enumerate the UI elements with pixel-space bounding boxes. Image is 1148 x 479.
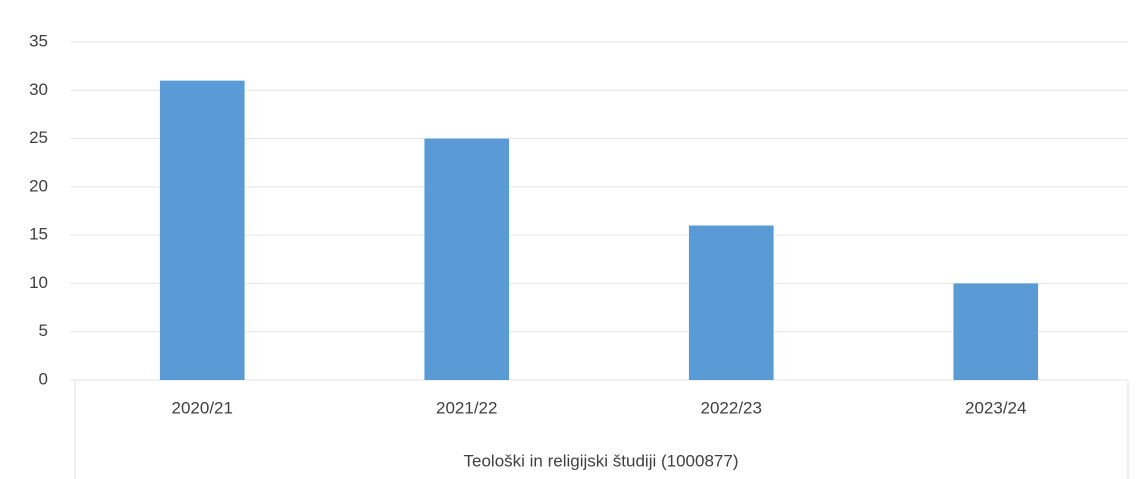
x-axis-label: Teološki in religijski študiji (1000877) xyxy=(464,451,739,470)
bar xyxy=(159,80,245,380)
y-tick-label: 15 xyxy=(29,225,48,244)
y-tick-label: 10 xyxy=(29,273,48,292)
bar xyxy=(953,283,1039,380)
y-tick-label: 30 xyxy=(29,80,48,99)
y-tick-label: 0 xyxy=(39,369,48,388)
x-tick-label: 2022/23 xyxy=(701,398,762,417)
x-tick-label: 2021/22 xyxy=(436,398,497,417)
x-tick-label: 2023/24 xyxy=(965,398,1026,417)
y-tick-label: 25 xyxy=(29,128,48,147)
bar xyxy=(688,225,774,380)
y-tick-label: 20 xyxy=(29,176,48,195)
bar xyxy=(424,138,510,380)
x-tick-label: 2020/21 xyxy=(172,398,233,417)
y-tick-label: 35 xyxy=(29,31,48,50)
y-tick-label: 5 xyxy=(39,321,48,340)
